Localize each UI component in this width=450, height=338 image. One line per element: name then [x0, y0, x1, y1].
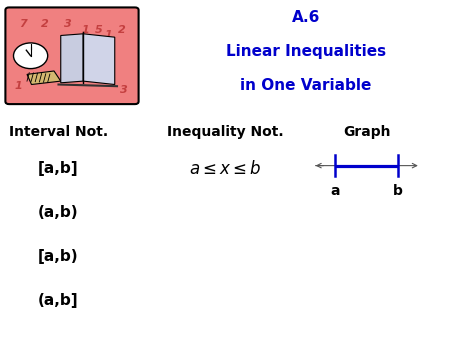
- Text: 3: 3: [63, 19, 72, 29]
- Polygon shape: [83, 34, 115, 84]
- FancyBboxPatch shape: [5, 7, 139, 104]
- Text: 1: 1: [81, 25, 90, 35]
- Text: Interval Not.: Interval Not.: [9, 125, 108, 139]
- Text: [a,b]: [a,b]: [38, 162, 79, 176]
- Text: a: a: [330, 184, 340, 198]
- Text: 2: 2: [41, 19, 49, 29]
- Polygon shape: [27, 71, 61, 84]
- Text: 5: 5: [95, 25, 103, 35]
- Polygon shape: [61, 34, 83, 83]
- Text: 5: 5: [16, 51, 24, 61]
- Text: $a \leq x \leq b$: $a \leq x \leq b$: [189, 160, 261, 178]
- Text: A.6: A.6: [292, 10, 320, 25]
- Circle shape: [14, 43, 48, 69]
- Text: Linear Inequalities: Linear Inequalities: [226, 44, 386, 59]
- Text: (a,b]: (a,b]: [38, 293, 79, 308]
- Text: in One Variable: in One Variable: [240, 78, 372, 93]
- Text: 1: 1: [104, 30, 112, 41]
- Text: Inequality Not.: Inequality Not.: [166, 125, 284, 139]
- Text: 1: 1: [14, 81, 22, 91]
- Text: 3: 3: [120, 84, 128, 95]
- Text: b: b: [393, 184, 403, 198]
- Text: 7: 7: [18, 19, 27, 29]
- Text: (a,b): (a,b): [38, 206, 79, 220]
- Text: 2: 2: [117, 25, 126, 35]
- Text: Graph: Graph: [343, 125, 391, 139]
- Text: [a,b): [a,b): [38, 249, 79, 264]
